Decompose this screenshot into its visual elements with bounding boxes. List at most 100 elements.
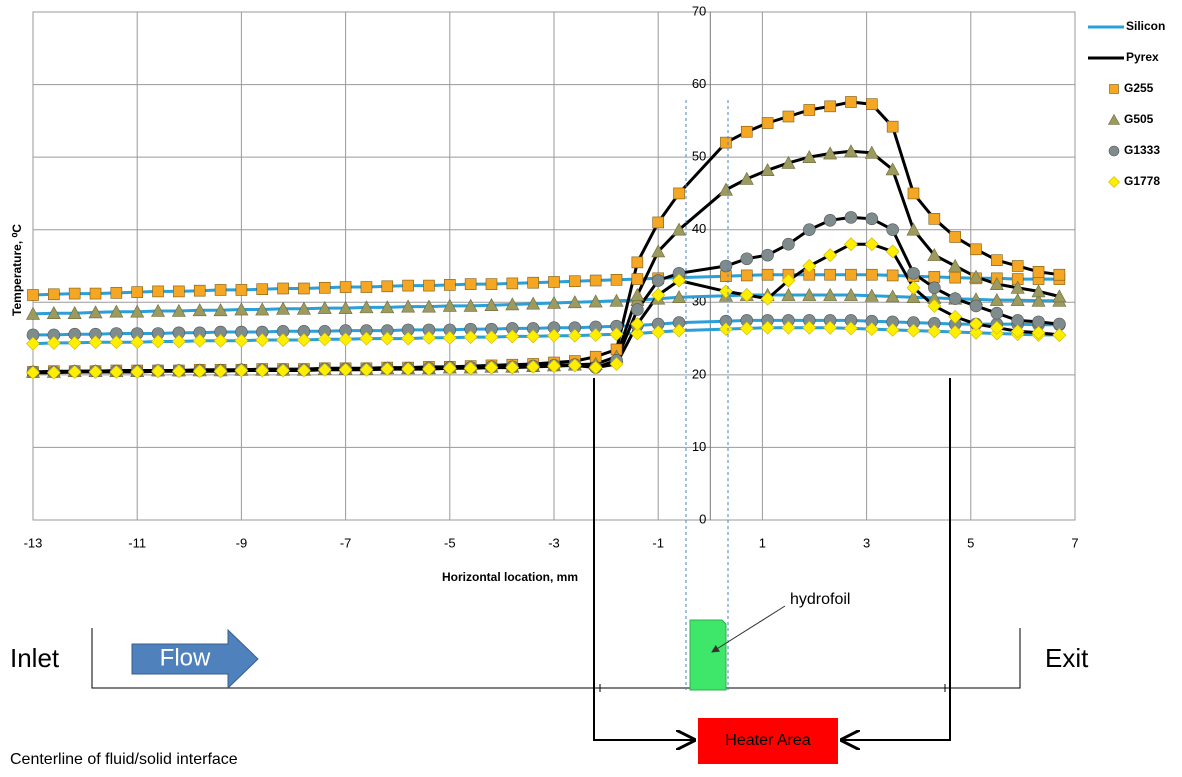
marker (823, 287, 838, 301)
marker (547, 359, 561, 374)
marker (948, 292, 962, 305)
legend-label: G1333 (1124, 143, 1160, 157)
marker (546, 295, 562, 309)
marker (255, 333, 270, 347)
marker (463, 298, 478, 312)
marker (740, 269, 753, 282)
x-tick-label: 7 (1071, 535, 1078, 550)
marker (781, 287, 796, 301)
marker (381, 280, 394, 293)
marker (109, 335, 124, 350)
marker (609, 357, 624, 371)
marker (151, 334, 165, 349)
marker (906, 290, 921, 304)
marker (865, 212, 879, 226)
marker (907, 187, 920, 200)
marker (26, 365, 40, 380)
marker (760, 291, 775, 306)
marker (296, 301, 311, 315)
marker (421, 299, 436, 313)
marker (781, 273, 796, 288)
marker (845, 268, 857, 281)
marker (27, 289, 39, 301)
marker (739, 288, 754, 302)
marker (109, 304, 124, 318)
marker (213, 303, 228, 317)
marker (969, 317, 983, 331)
marker (991, 254, 1003, 266)
marker (928, 213, 941, 225)
marker (609, 327, 624, 342)
marker (234, 302, 249, 316)
marker (1032, 266, 1045, 278)
marker (652, 216, 665, 229)
marker (969, 299, 983, 313)
marker (423, 279, 435, 292)
marker (948, 258, 963, 272)
marker (151, 364, 165, 379)
marker (296, 333, 311, 347)
marker (886, 269, 899, 282)
exit-label: Exit (1045, 643, 1089, 673)
marker (234, 333, 249, 348)
marker (234, 363, 249, 378)
x-tick-label: -3 (548, 535, 560, 550)
marker (739, 171, 754, 185)
legend-label: G505 (1124, 112, 1154, 126)
marker (484, 298, 499, 311)
x-tick-label: -1 (652, 535, 664, 550)
marker (109, 365, 124, 379)
marker (782, 237, 795, 251)
marker (463, 361, 478, 376)
marker (761, 268, 774, 281)
centerline-label: Centerline of fluid/solid interface (10, 751, 238, 768)
x-tick-label: -9 (236, 535, 248, 550)
marker (866, 98, 878, 110)
marker (844, 237, 858, 252)
marker (802, 223, 816, 237)
series-line (33, 242, 1060, 375)
marker (989, 292, 1004, 306)
marker (443, 279, 456, 291)
marker (173, 285, 185, 298)
marker (949, 231, 961, 243)
marker (569, 275, 581, 288)
marker (1011, 260, 1024, 272)
marker (380, 300, 395, 314)
marker (672, 323, 686, 338)
marker (802, 320, 817, 335)
marker (505, 329, 520, 344)
marker (969, 325, 983, 340)
marker (505, 297, 520, 311)
marker (359, 362, 374, 377)
marker (651, 274, 665, 287)
x-tick-label: -5 (444, 535, 456, 550)
marker (927, 247, 942, 261)
marker (718, 182, 733, 196)
marker (907, 266, 920, 280)
marker (1010, 280, 1025, 294)
marker (463, 330, 478, 345)
marker (213, 333, 228, 348)
marker (672, 222, 687, 236)
marker (46, 365, 61, 380)
marker (192, 364, 207, 379)
x-tick-label: 3 (863, 535, 870, 550)
marker (527, 276, 539, 289)
plot-border (32, 11, 1076, 521)
marker (317, 362, 332, 377)
marker (803, 104, 816, 116)
marker (843, 144, 858, 158)
marker (720, 270, 732, 282)
marker (866, 268, 878, 281)
marker (1108, 176, 1120, 188)
marker (719, 259, 733, 273)
marker (886, 120, 899, 133)
marker (255, 363, 270, 378)
marker (380, 331, 395, 346)
marker (1107, 113, 1121, 125)
marker (360, 281, 373, 293)
hydrofoil-label: hydrofoil (790, 591, 850, 608)
